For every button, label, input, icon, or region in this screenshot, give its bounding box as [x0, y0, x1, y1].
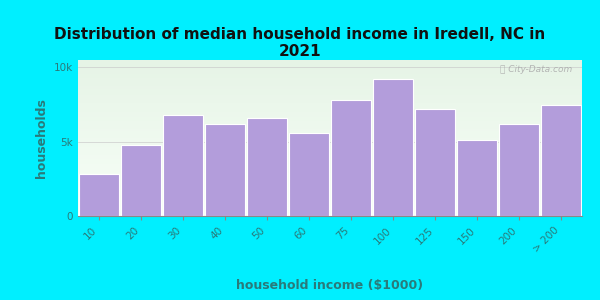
Bar [163, 115, 203, 216]
Bar [499, 124, 539, 216]
Bar [331, 100, 371, 216]
Bar [373, 79, 413, 216]
Bar [121, 145, 161, 216]
Text: Distribution of median household income in Iredell, NC in
2021: Distribution of median household income … [55, 27, 545, 59]
Bar [289, 133, 329, 216]
Bar [205, 124, 245, 216]
Bar [415, 109, 455, 216]
Bar [457, 140, 497, 216]
Y-axis label: households: households [35, 98, 49, 178]
Bar [247, 118, 287, 216]
Text: ⓘ City-Data.com: ⓘ City-Data.com [500, 65, 572, 74]
X-axis label: household income ($1000): household income ($1000) [236, 280, 424, 292]
Bar [79, 174, 119, 216]
Bar [541, 105, 581, 216]
